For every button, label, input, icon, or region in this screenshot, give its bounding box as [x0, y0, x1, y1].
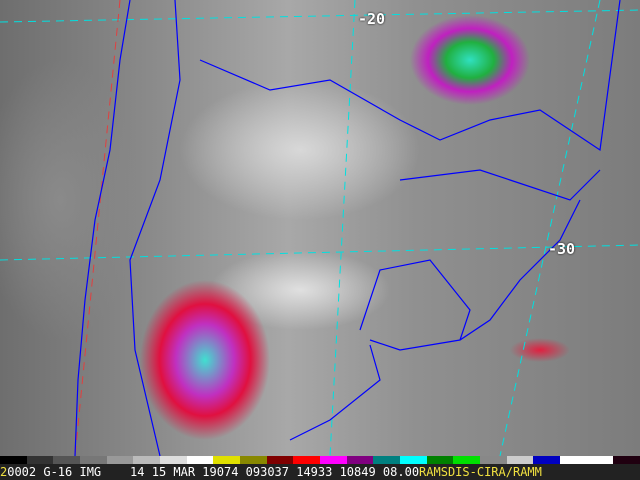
coastlines	[74, 0, 621, 456]
colorbar-swatch	[0, 456, 27, 464]
lat-line-20	[0, 9, 640, 23]
status-bar: 20002 G-16 IMG 14 15 MAR 19074 093037 14…	[0, 464, 640, 480]
colorbar-swatch	[373, 456, 401, 464]
colorbar-swatch	[426, 456, 454, 464]
colorbar-swatch	[266, 456, 294, 464]
latitude-grid	[0, 0, 640, 456]
border	[399, 169, 601, 201]
lon-line	[499, 0, 601, 456]
colorbar-swatch	[213, 456, 241, 464]
colorbar-swatch	[453, 456, 481, 464]
border	[74, 0, 131, 456]
colorbar-swatch	[240, 456, 267, 464]
credit: RAMSDIS-CIRA/RAMM	[419, 465, 542, 479]
latitude-label-30: -30	[548, 240, 576, 258]
colorbar-swatch	[586, 456, 614, 464]
frame-number: 2	[0, 465, 8, 479]
colorbar-swatch	[80, 456, 107, 464]
color-enhancement-bar	[0, 456, 640, 464]
border	[129, 0, 181, 456]
colorbar-swatch	[186, 456, 214, 464]
coast	[289, 344, 381, 441]
colorbar-swatch	[346, 456, 374, 464]
coast	[369, 199, 581, 351]
map-overlay	[0, 0, 640, 456]
colorbar-swatch	[293, 456, 321, 464]
colorbar-swatch	[133, 456, 161, 464]
lon-line	[329, 0, 356, 456]
border	[359, 259, 471, 341]
image-info: 0002 G-16 IMG 14 15 MAR 19074 093037 149…	[7, 465, 420, 479]
colorbar-swatch	[160, 456, 187, 464]
colorbar-swatch	[106, 456, 134, 464]
colorbar-swatch	[506, 456, 534, 464]
colorbar-swatch	[613, 456, 640, 464]
colorbar-swatch	[560, 456, 587, 464]
colorbar-swatch	[480, 456, 507, 464]
latitude-label-20: -20	[358, 10, 386, 28]
lat-line-30	[0, 244, 640, 261]
border	[199, 0, 621, 152]
satellite-image	[0, 0, 640, 456]
colorbar-swatch	[320, 456, 347, 464]
lon-line	[74, 0, 121, 456]
colorbar-swatch	[53, 456, 81, 464]
colorbar-swatch	[533, 456, 561, 464]
colorbar-swatch	[400, 456, 427, 464]
colorbar-swatch	[26, 456, 54, 464]
